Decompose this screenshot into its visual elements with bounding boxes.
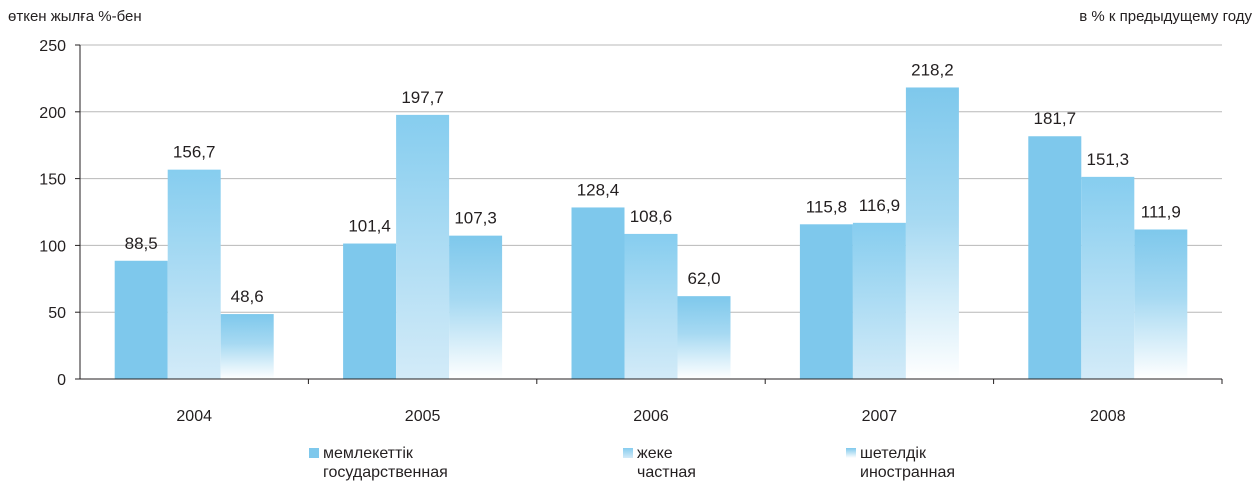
- bar: [114, 260, 168, 379]
- legend-label-ru: иностранная: [860, 464, 956, 481]
- data-label: 151,3: [1087, 150, 1130, 169]
- bar: [220, 314, 274, 379]
- data-label: 115,8: [806, 197, 847, 216]
- x-tick-label: 2007: [862, 408, 898, 425]
- legend-item-state: мемлекеттік государственная: [309, 444, 448, 482]
- legend-label-ru: частная: [637, 464, 696, 481]
- legend-label-kz: жеке: [637, 445, 673, 462]
- bar-chart: 0 50 100 150 200 250 2004 2005 2006 2007 2008 88,5…: [39, 38, 1223, 425]
- data-label: 181,7: [1034, 109, 1077, 128]
- legend-swatch-foreign: [846, 448, 856, 458]
- bar: [1134, 229, 1188, 379]
- legend-swatch-private: [623, 448, 633, 458]
- data-label: 108,6: [630, 207, 673, 226]
- bar: [167, 169, 221, 379]
- data-label: 218,2: [911, 60, 954, 79]
- bar: [343, 243, 397, 379]
- unit-label-right: в % к предыдущему году: [1079, 8, 1252, 25]
- legend-item-private: жеке частная: [623, 444, 696, 482]
- y-tick-label: 200: [39, 105, 66, 122]
- data-label: 88,5: [125, 234, 158, 253]
- bar: [799, 224, 853, 379]
- bar: [624, 233, 678, 379]
- data-label: 48,6: [231, 287, 264, 306]
- unit-label-left: өткен жылға %-бен: [8, 8, 142, 25]
- legend-label-ru: государственная: [323, 464, 448, 481]
- data-label: 107,3: [454, 209, 497, 228]
- data-label: 116,9: [859, 196, 900, 215]
- legend-label-kz: мемлекеттік: [323, 445, 413, 462]
- data-label: 62,0: [687, 269, 720, 288]
- legend-label-kz: шетелдік: [860, 445, 926, 462]
- y-tick-label: 50: [48, 305, 66, 322]
- y-tick-label: 0: [57, 372, 66, 389]
- data-labels: 88,5 156,7 48,6 101,4 197,7 107,3 128,4 108,6 62…: [125, 60, 1181, 306]
- x-tick-label: 2006: [633, 408, 669, 425]
- y-tick-label: 150: [39, 172, 66, 189]
- legend-swatch-state: [309, 448, 319, 458]
- data-label: 128,4: [577, 180, 620, 199]
- data-label: 111,9: [1141, 203, 1181, 222]
- axes: 0 50 100 150 200 250 2004 2005 2006 2007 2008: [39, 38, 1223, 425]
- data-label: 156,7: [173, 143, 216, 162]
- bars: [114, 87, 1188, 379]
- bar: [905, 87, 959, 379]
- x-tick-label: 2004: [176, 408, 212, 425]
- x-tick-label: 2005: [405, 408, 441, 425]
- data-label: 101,4: [348, 217, 391, 236]
- bar: [677, 296, 731, 379]
- bar: [571, 207, 625, 379]
- data-label: 197,7: [401, 88, 444, 107]
- bar: [449, 235, 503, 379]
- bar: [396, 114, 450, 379]
- bar: [852, 222, 906, 379]
- legend-item-foreign: шетелдік иностранная: [846, 444, 955, 482]
- bar: [1081, 176, 1135, 379]
- bar: [1028, 136, 1082, 379]
- y-tick-label: 100: [39, 238, 66, 255]
- y-tick-label: 250: [39, 38, 66, 55]
- x-tick-label: 2008: [1090, 408, 1126, 425]
